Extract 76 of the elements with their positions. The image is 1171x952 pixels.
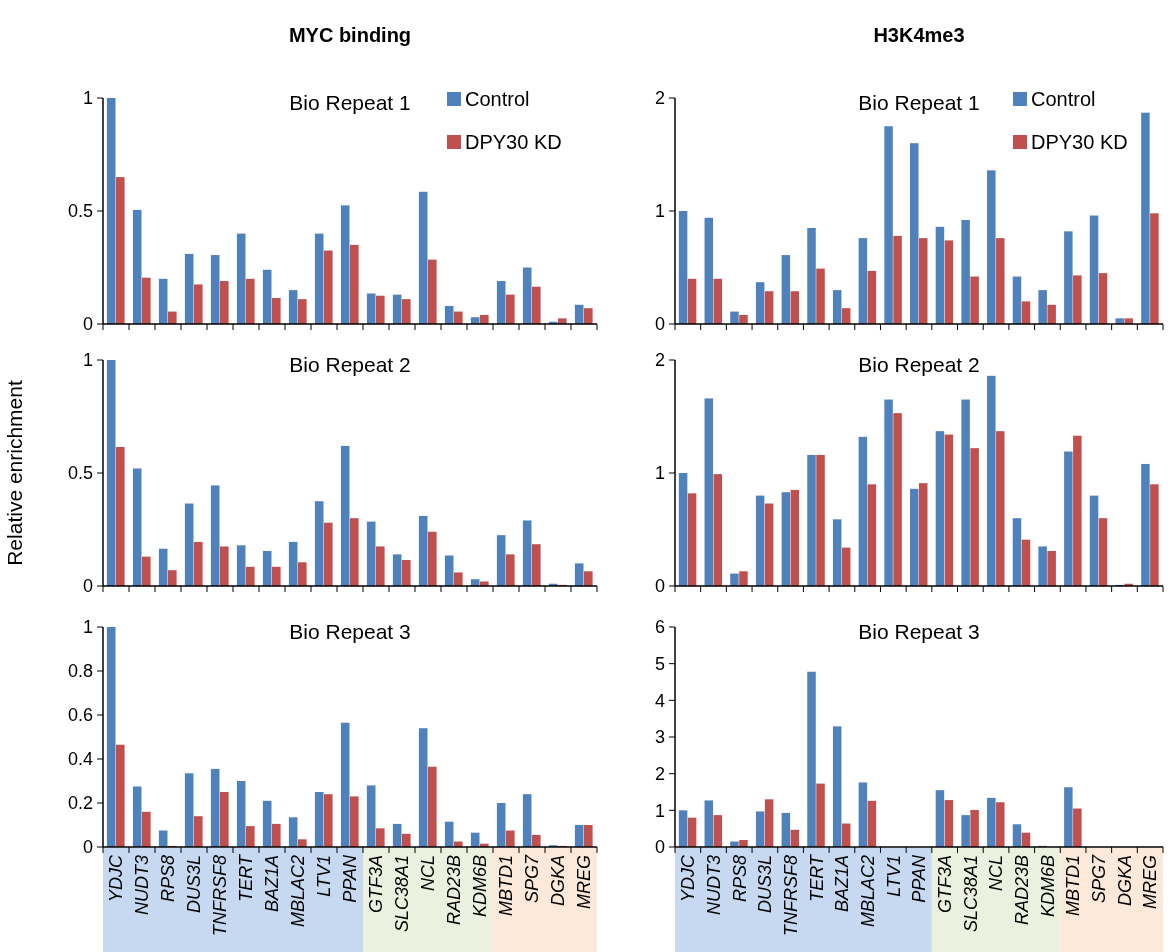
y-tick-label: 0: [654, 314, 665, 335]
x-tick-label: TERT: [236, 853, 257, 902]
chart-title: Bio Repeat 3: [858, 620, 980, 643]
x-tick-label: SPG7: [1089, 854, 1110, 904]
y-tick-label: 0.6: [67, 705, 93, 726]
text: MYC binding: [288, 24, 412, 46]
y-axis-title: Relative enrichment: [3, 380, 26, 566]
chart-title: Bio Repeat 3: [289, 620, 411, 643]
y-tick-label: 0: [654, 837, 665, 858]
y-tick-label: 0: [654, 576, 665, 597]
x-tick-label: DUS3L: [184, 855, 205, 914]
x-tick-label: DGKA: [1114, 855, 1135, 907]
y-tick-label: 0.4: [67, 749, 93, 770]
chart-title: Bio Repeat 1: [858, 91, 980, 114]
y-tick-label: 1: [654, 463, 665, 484]
x-tick-label: BAZ1A: [262, 855, 283, 913]
text: H3K4me3: [873, 24, 965, 46]
y-tick-label: 0: [82, 314, 93, 335]
chart-title: Bio Repeat 2: [858, 353, 980, 376]
x-tick-label: NCL: [418, 855, 439, 892]
x-tick-label: TNFRSF8: [780, 855, 801, 936]
chart-title: Bio Repeat 1: [289, 91, 411, 114]
x-tick-label: PPAN: [909, 854, 930, 903]
x-tick-label: NCL: [986, 855, 1007, 892]
x-tick-label: TNFRSF8: [210, 855, 231, 936]
y-tick-label: 0: [82, 576, 93, 597]
x-tick-label: MBTD1: [1063, 855, 1084, 917]
x-tick-label: SPG7: [522, 854, 543, 904]
x-tick-label: LTV1: [883, 855, 904, 897]
x-tick-label: MBTD1: [496, 855, 517, 917]
x-tick-label: PPAN: [340, 854, 361, 903]
y-tick-label: 4: [654, 690, 665, 711]
chart-title: Bio Repeat 2: [289, 353, 411, 376]
y-tick-label: 0: [82, 837, 93, 858]
x-tick-label: RPS8: [158, 855, 179, 903]
legend-label: Control: [465, 88, 530, 110]
x-tick-label: NUDT3: [132, 855, 153, 916]
y-tick-label: 0.2: [67, 793, 93, 814]
y-tick-label: 1: [82, 350, 93, 371]
x-tick-label: RAD23B: [1012, 855, 1033, 926]
x-tick-label: YDJC: [678, 854, 699, 903]
x-tick-label: TERT: [806, 853, 827, 902]
y-tick-label: 0.8: [67, 661, 93, 682]
x-tick-label: GTF3A: [934, 855, 955, 914]
x-tick-label: SLC38A1: [392, 855, 413, 933]
x-tick-label: RAD23B: [444, 855, 465, 926]
y-tick-label: 1: [654, 201, 665, 222]
y-tick-label: 6: [654, 617, 665, 638]
x-tick-label: SLC38A1: [960, 855, 981, 933]
y-tick-label: 2: [654, 763, 665, 784]
x-tick-label: DGKA: [548, 855, 569, 907]
legend-label: Control: [1031, 88, 1096, 110]
y-tick-label: 1: [82, 88, 93, 109]
y-tick-label: 0.5: [67, 463, 93, 484]
legend-label: DPY30 KD: [465, 131, 562, 153]
x-tick-label: KDM6B: [470, 855, 491, 918]
y-tick-label: 3: [654, 727, 665, 748]
y-tick-label: 1: [654, 800, 665, 821]
x-tick-label: MBLAC2: [857, 855, 878, 928]
x-tick-label: LTV1: [314, 855, 335, 897]
x-tick-label: KDM6B: [1037, 855, 1058, 918]
x-tick-label: DUS3L: [755, 855, 776, 914]
y-tick-label: 5: [654, 653, 665, 674]
x-tick-label: MREG: [574, 855, 595, 909]
x-tick-label: MBLAC2: [288, 855, 309, 928]
x-tick-label: GTF3A: [366, 855, 387, 914]
x-tick-label: BAZ1A: [832, 855, 853, 913]
y-tick-label: 0.5: [67, 201, 93, 222]
y-tick-label: 1: [82, 617, 93, 638]
x-tick-label: YDJC: [106, 854, 127, 903]
x-tick-label: MREG: [1140, 855, 1161, 909]
y-tick-label: 2: [654, 88, 665, 109]
x-tick-label: RPS8: [729, 855, 750, 903]
x-tick-label: NUDT3: [703, 855, 724, 916]
legend-label: DPY30 KD: [1031, 131, 1128, 153]
y-tick-label: 2: [654, 350, 665, 371]
